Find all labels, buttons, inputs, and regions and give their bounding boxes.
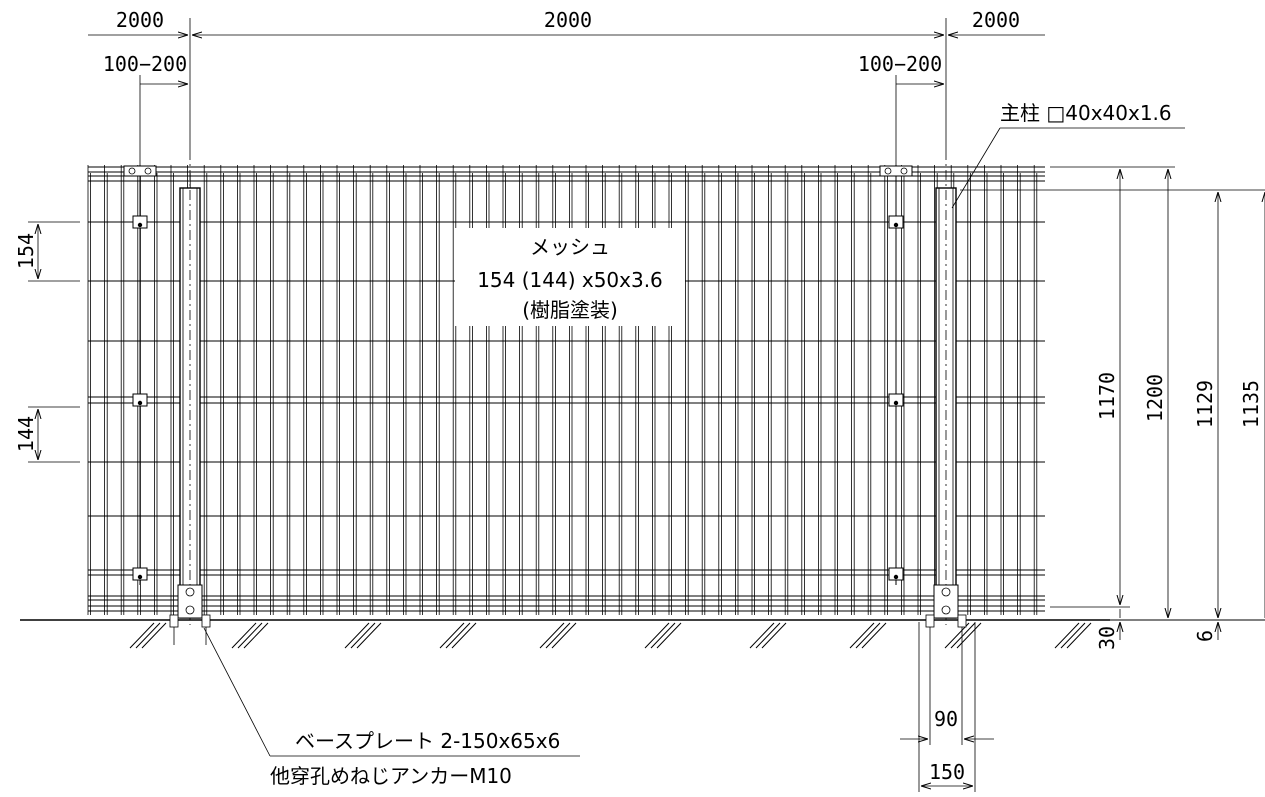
top-clamp — [879, 165, 913, 177]
dim-height-1170: 1170 — [1095, 372, 1119, 420]
mesh-clamp — [888, 393, 904, 407]
right-height-dimension-lines — [960, 166, 1265, 640]
dim-gap-6: 6 — [1193, 630, 1217, 642]
dim-pitch-144: 144 — [14, 416, 38, 452]
mesh-clamp — [888, 215, 904, 229]
hatch-stroke — [1066, 622, 1092, 649]
clamp-bolt — [137, 222, 143, 228]
hatch-stroke — [539, 622, 565, 649]
mesh-clamp — [132, 393, 148, 407]
dim-base-150: 150 — [929, 760, 965, 784]
hatch-stroke — [141, 622, 167, 649]
clamp-bolt — [900, 167, 908, 175]
hatch-stroke — [656, 622, 682, 649]
base-plate-callout: ベースプレート 2-150x65x6 — [295, 729, 560, 753]
base-dimension-lines — [900, 622, 994, 792]
dim-offset-left: 100−200 — [103, 52, 187, 76]
clamp-bolt — [893, 400, 899, 406]
hatch-stroke — [451, 622, 477, 649]
anchor-bolts-right — [925, 614, 967, 645]
clamp-bolt — [884, 167, 892, 175]
clamp-bolt — [137, 574, 143, 580]
hatch-stroke — [439, 622, 465, 649]
hatch-stroke — [849, 622, 875, 649]
hatch-stroke — [950, 622, 976, 649]
mesh-title: メッシュ — [530, 235, 610, 259]
dim-top-center: 2000 — [544, 8, 592, 32]
dim-offset-right: 100−200 — [858, 52, 942, 76]
dim-height-1135: 1135 — [1239, 380, 1263, 428]
clamp-bolt — [137, 400, 143, 406]
hatch-stroke — [755, 622, 781, 649]
hatch-stroke — [956, 622, 982, 649]
clamp-bolt — [893, 222, 899, 228]
left-pitch-dimension-lines — [28, 221, 80, 463]
top-extension-lines — [139, 18, 947, 165]
mesh-clamp — [888, 567, 904, 581]
hatch-stroke — [350, 622, 376, 649]
dim-height-1129: 1129 — [1193, 380, 1217, 428]
hatch-stroke — [761, 622, 787, 649]
hatch-stroke — [861, 622, 887, 649]
hatch-stroke — [231, 622, 257, 649]
hatch-stroke — [545, 622, 571, 649]
main-post-left — [177, 150, 203, 625]
hatch-stroke — [650, 622, 676, 649]
hatch-stroke — [644, 622, 670, 649]
hatch-stroke — [749, 622, 775, 649]
hatch-stroke — [344, 622, 370, 649]
mesh-label-background — [455, 228, 685, 326]
dim-pitch-154: 154 — [14, 233, 38, 269]
clamp-bolt — [128, 167, 136, 175]
hatch-stroke — [356, 622, 382, 649]
hatch-stroke — [855, 622, 881, 649]
top-clamp — [123, 165, 157, 177]
mesh-clamp — [132, 567, 148, 581]
dim-top-left: 2000 — [116, 8, 164, 32]
hatch-stroke — [445, 622, 471, 649]
hatch-stroke — [237, 622, 263, 649]
mesh-spec: 154 (144) x50x3.6 — [477, 268, 663, 292]
ground-hatching — [129, 622, 1092, 649]
post-callout: 主柱 □40x40x1.6 — [1000, 101, 1172, 125]
mesh-clamp — [132, 215, 148, 229]
dim-anchor-90: 90 — [934, 707, 958, 731]
dim-height-1200: 1200 — [1143, 374, 1167, 422]
mesh-finish: (樹脂塗装) — [522, 298, 618, 322]
hatch-stroke — [243, 622, 269, 649]
top-dimension-lines — [88, 35, 1045, 84]
main-post-right — [933, 150, 959, 625]
clamp-bolt — [893, 574, 899, 580]
hatch-stroke — [129, 622, 155, 649]
dim-top-right: 2000 — [972, 8, 1020, 32]
hatch-stroke — [1054, 622, 1080, 649]
clamp-bolt — [144, 167, 152, 175]
mesh-clamps — [123, 165, 913, 585]
dim-gap-30: 30 — [1095, 626, 1119, 650]
hatch-stroke — [135, 622, 161, 649]
hatch-stroke — [551, 622, 577, 649]
anchor-callout: 他穿孔めねじアンカーM10 — [270, 764, 512, 788]
anchor-bolts-left — [169, 614, 211, 645]
hatch-stroke — [1060, 622, 1086, 649]
